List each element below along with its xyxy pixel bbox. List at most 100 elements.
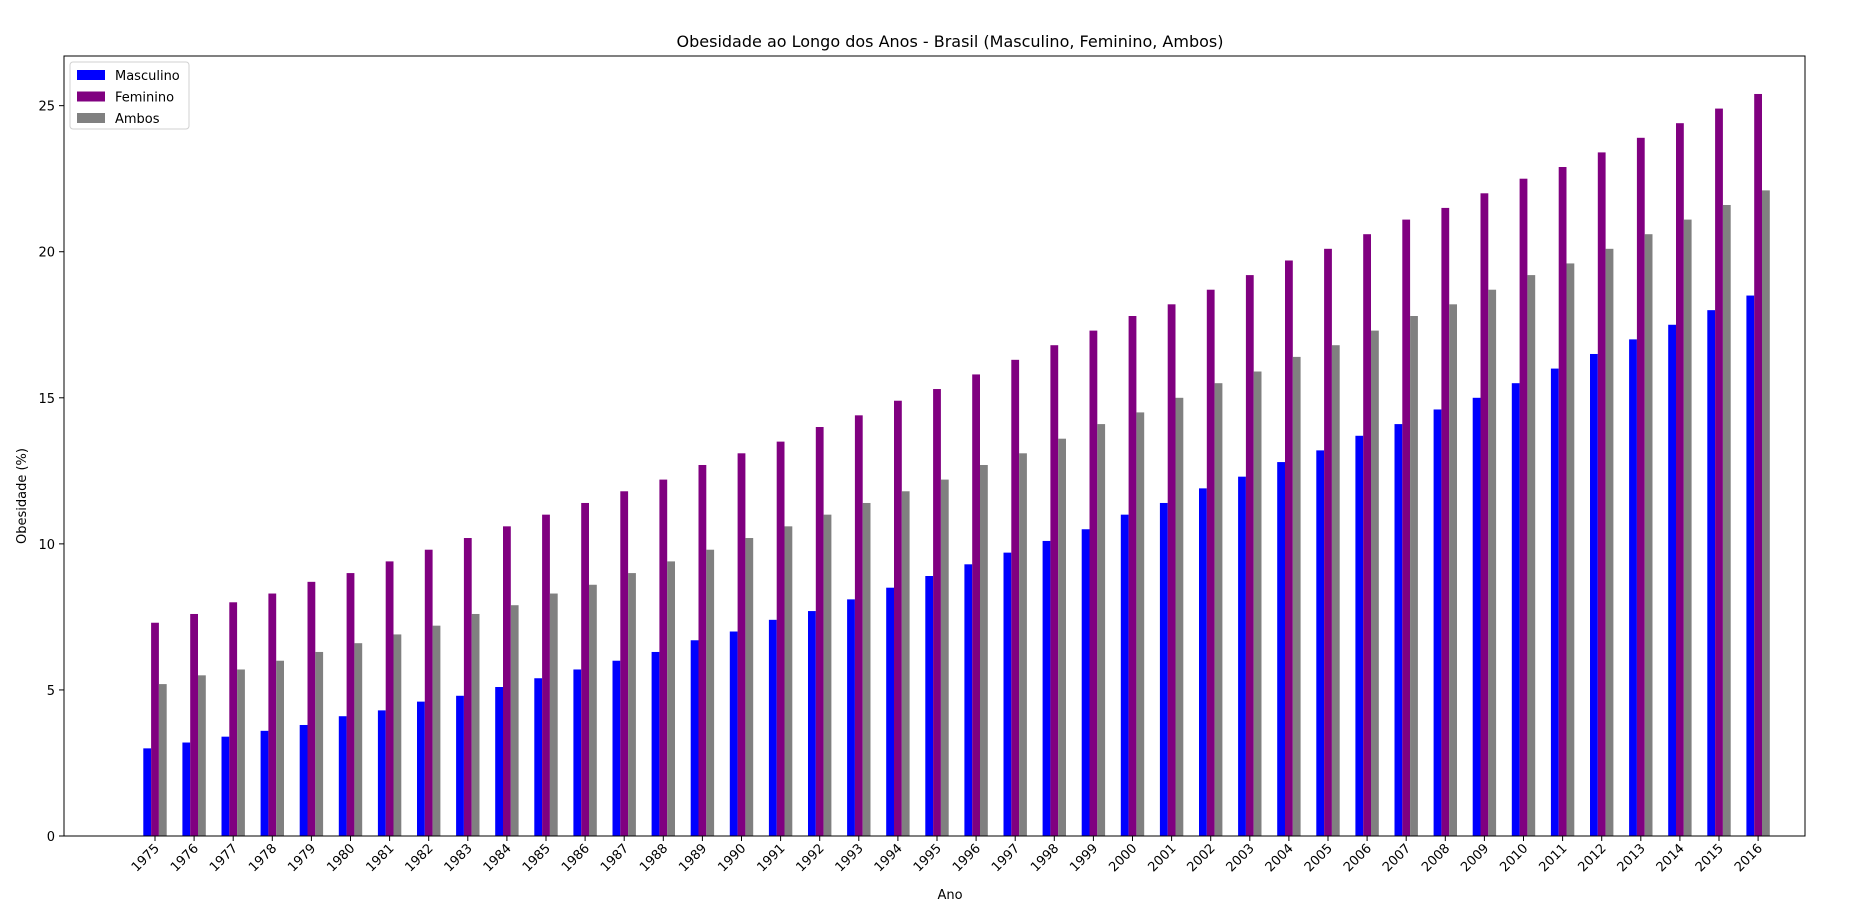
bar-masculino-1975	[143, 748, 152, 836]
bar-ambos-1980	[354, 643, 363, 836]
bar-feminino-1993	[854, 415, 863, 836]
bar-masculino-1997	[1003, 552, 1012, 836]
bar-feminino-1975	[151, 622, 159, 836]
bar-ambos-1977	[237, 669, 245, 836]
y-tick-label: 15	[38, 392, 55, 407]
bar-feminino-1996	[972, 374, 980, 836]
bar-ambos-1993	[862, 502, 871, 836]
bar-feminino-1980	[346, 573, 355, 836]
bar-masculino-1989	[690, 640, 699, 836]
bar-feminino-1977	[229, 602, 238, 836]
bar-ambos-2012	[1605, 248, 1614, 836]
bar-ambos-1990	[745, 538, 754, 836]
bar-ambos-1979	[315, 651, 324, 836]
bar-ambos-1999	[1097, 424, 1106, 836]
y-tick-label: 25	[38, 100, 55, 115]
bar-masculino-1999	[1081, 529, 1090, 836]
legend-swatch-ambos	[77, 113, 105, 123]
bar-ambos-2011	[1566, 263, 1575, 836]
bar-feminino-1990	[737, 453, 746, 836]
bar-ambos-1975	[158, 684, 167, 836]
bar-feminino-1989	[698, 464, 707, 836]
bar-masculino-1976	[182, 742, 191, 836]
bar-masculino-2007	[1394, 424, 1403, 836]
bar-feminino-2014	[1676, 123, 1684, 836]
bar-masculino-1993	[847, 599, 855, 836]
bar-ambos-2001	[1175, 397, 1184, 836]
bar-masculino-2003	[1238, 476, 1246, 836]
bar-feminino-1982	[424, 549, 433, 836]
legend-swatch-feminino	[77, 91, 105, 102]
bar-feminino-1978	[268, 593, 277, 836]
bar-feminino-2007	[1402, 219, 1411, 837]
bar-feminino-1987	[620, 491, 629, 836]
bar-ambos-1981	[393, 634, 402, 836]
bar-masculino-2014	[1668, 324, 1676, 836]
x-axis-label: Ano	[937, 888, 962, 903]
bar-ambos-1995	[940, 479, 949, 836]
bar-feminino-2010	[1519, 178, 1528, 836]
bar-ambos-1988	[667, 561, 675, 836]
bar-feminino-2008	[1441, 207, 1450, 836]
bar-ambos-2009	[1488, 289, 1497, 837]
bar-ambos-2005	[1331, 345, 1340, 836]
bar-feminino-2013	[1636, 137, 1645, 837]
bar-masculino-2011	[1550, 368, 1559, 836]
bar-ambos-2007	[1410, 316, 1418, 836]
bar-ambos-2010	[1527, 275, 1536, 837]
y-tick-label: 10	[38, 538, 55, 553]
chart-title: Obesidade ao Longo dos Anos - Brasil (Ma…	[677, 32, 1224, 51]
bar-feminino-1986	[581, 502, 589, 836]
bar-ambos-1982	[432, 625, 441, 836]
bar-ambos-1984	[510, 605, 519, 836]
bar-feminino-1997	[1011, 359, 1020, 836]
bar-masculino-1998	[1042, 540, 1051, 836]
bar-masculino-1978	[260, 730, 269, 836]
bar-feminino-2009	[1480, 193, 1489, 837]
bar-masculino-2002	[1199, 488, 1207, 836]
bar-masculino-2010	[1511, 383, 1520, 836]
bar-masculino-1991	[768, 619, 777, 836]
bar-feminino-2005	[1324, 248, 1332, 836]
bar-masculino-1995	[925, 576, 934, 836]
bar-masculino-2001	[1159, 502, 1168, 836]
bar-ambos-1978	[276, 660, 284, 836]
y-axis-label: Obesidade (%)	[15, 448, 30, 544]
bar-masculino-2012	[1590, 353, 1598, 836]
bar-ambos-1987	[628, 573, 636, 836]
bar-feminino-2016	[1754, 93, 1762, 837]
bar-ambos-2006	[1371, 330, 1379, 836]
bar-masculino-1983	[456, 695, 464, 836]
bar-ambos-1986	[589, 584, 597, 836]
bar-feminino-1976	[190, 613, 198, 836]
bar-masculino-1986	[573, 669, 582, 836]
bar-feminino-2003	[1245, 275, 1254, 837]
bar-masculino-2016	[1746, 295, 1755, 836]
bar-feminino-2001	[1167, 304, 1176, 836]
plot-frame	[63, 55, 1806, 837]
bar-feminino-2006	[1363, 234, 1371, 836]
y-tick-label: 0	[47, 830, 55, 845]
bar-masculino-1990	[729, 631, 738, 836]
bar-feminino-1981	[385, 561, 394, 836]
bar-feminino-2004	[1285, 260, 1293, 836]
bar-feminino-2002	[1206, 289, 1215, 837]
bar-ambos-2015	[1722, 204, 1731, 837]
bar-feminino-1991	[776, 441, 785, 836]
bar-masculino-2008	[1433, 409, 1442, 836]
bar-masculino-1979	[299, 724, 308, 836]
bar-ambos-1991	[784, 526, 793, 836]
bar-masculino-1984	[495, 687, 503, 836]
bar-ambos-1997	[1019, 453, 1027, 836]
bar-masculino-2000	[1120, 514, 1129, 836]
bar-feminino-1985	[542, 514, 550, 836]
bar-ambos-2004	[1292, 356, 1301, 836]
bar-masculino-1996	[964, 564, 973, 836]
bar-ambos-2002	[1214, 383, 1223, 836]
bar-masculino-1977	[221, 736, 230, 836]
y-tick-label: 5	[47, 684, 55, 699]
bar-masculino-1980	[338, 716, 347, 836]
bar-ambos-1983	[471, 613, 480, 836]
bar-ambos-1994	[901, 491, 910, 836]
